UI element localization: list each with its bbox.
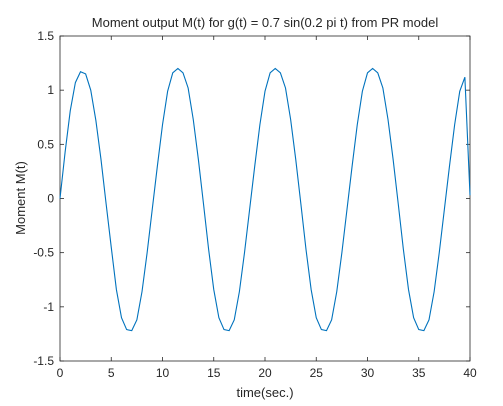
y-axis-label: Moment M(t) xyxy=(13,161,28,235)
x-tick-label: 20 xyxy=(258,366,272,380)
x-tick-label: 15 xyxy=(207,366,221,380)
x-axis-label: time(sec.) xyxy=(236,385,293,400)
x-tick-label: 10 xyxy=(156,366,170,380)
plot-area xyxy=(59,35,471,362)
y-tick-label: 1.5 xyxy=(37,29,54,43)
x-tick-label: 5 xyxy=(108,366,115,380)
y-tick-label: 1 xyxy=(47,83,54,97)
y-tick-label: -1.5 xyxy=(33,354,54,368)
x-tick-label: 25 xyxy=(310,366,324,380)
series-line-moment xyxy=(59,67,471,332)
chart-title: Moment output M(t) for g(t) = 0.7 sin(0.… xyxy=(92,15,439,30)
x-tick-label: 40 xyxy=(463,366,477,380)
axis-tick-labels: 0 5 10 15 20 25 30 35 40 -1.5 -1 -0.5 0 0.5 1 1.5 xyxy=(33,29,477,380)
y-tick-label: 0 xyxy=(47,192,54,206)
y-tick-label: -1 xyxy=(43,300,54,314)
x-tick-label: 35 xyxy=(412,366,426,380)
axis-ticks xyxy=(59,35,471,362)
x-tick-label: 30 xyxy=(361,366,375,380)
y-tick-label: -0.5 xyxy=(33,246,54,260)
x-tick-label: 0 xyxy=(57,366,64,380)
y-tick-label: 0.5 xyxy=(37,137,54,151)
